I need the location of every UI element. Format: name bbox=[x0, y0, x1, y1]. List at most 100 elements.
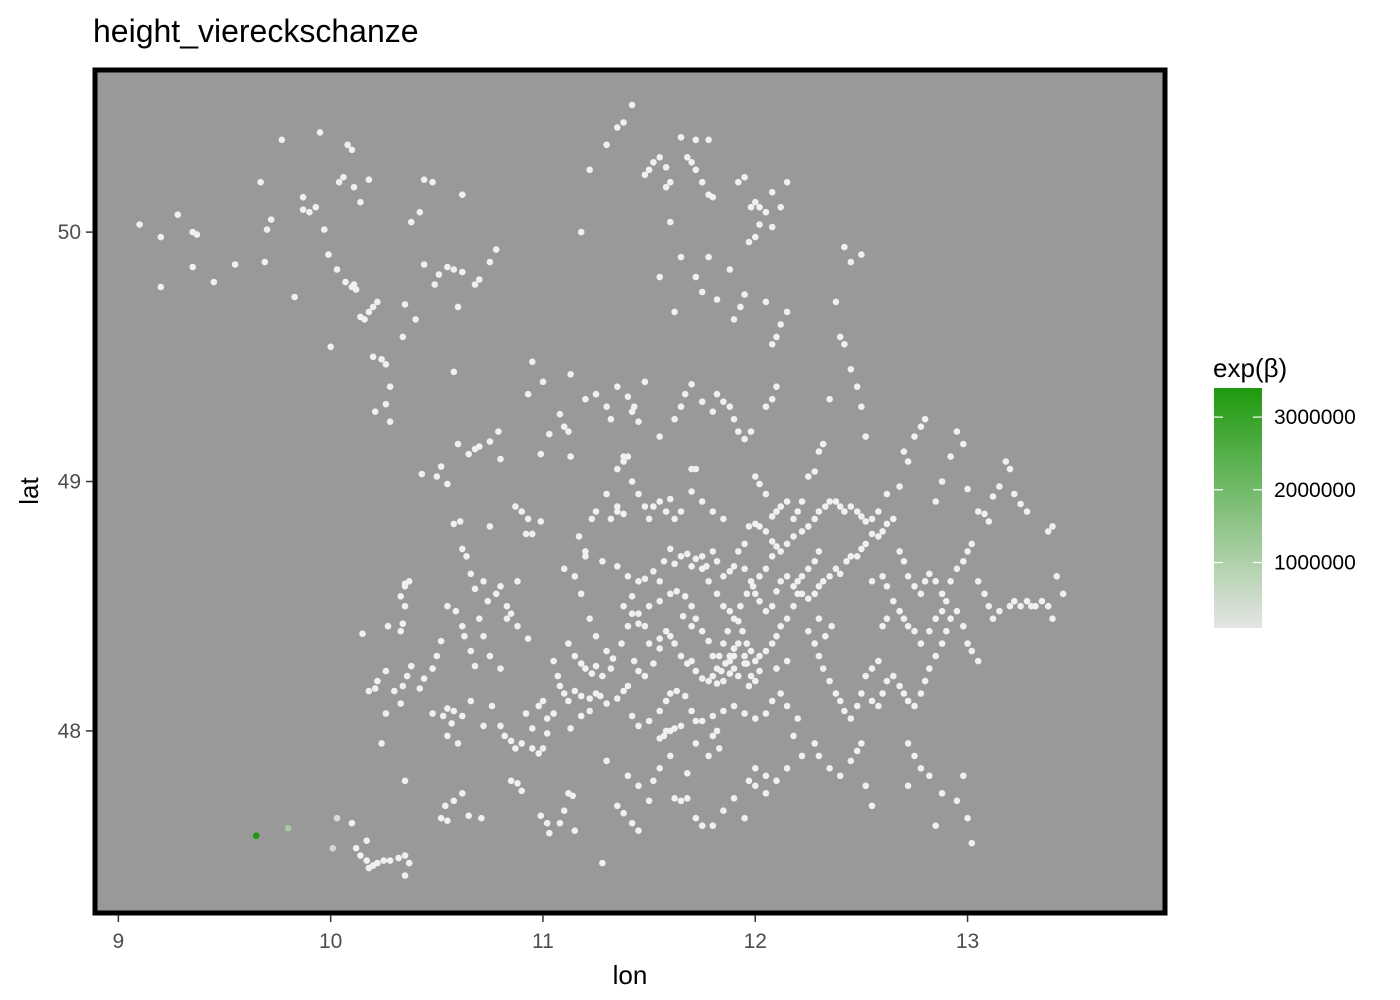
data-point bbox=[333, 814, 341, 822]
data-point bbox=[450, 520, 458, 528]
data-point bbox=[862, 518, 869, 525]
data-point bbox=[932, 498, 939, 505]
data-point bbox=[635, 578, 642, 585]
x-axis: 9 10 11 12 13 bbox=[113, 915, 979, 953]
data-point bbox=[429, 178, 436, 186]
data-point bbox=[614, 383, 621, 391]
data-point bbox=[715, 745, 723, 752]
data-point bbox=[656, 645, 663, 652]
data-point bbox=[868, 578, 876, 585]
data-point bbox=[974, 578, 982, 585]
data-point bbox=[762, 647, 770, 655]
data-point bbox=[805, 627, 812, 635]
data-point bbox=[896, 483, 903, 490]
data-point bbox=[671, 725, 678, 732]
data-point bbox=[667, 218, 674, 226]
data-point bbox=[752, 233, 759, 241]
data-point bbox=[252, 832, 260, 839]
data-point bbox=[917, 590, 925, 598]
data-point bbox=[911, 583, 918, 590]
data-point bbox=[492, 246, 500, 253]
data-point bbox=[660, 558, 668, 565]
data-point bbox=[720, 573, 727, 580]
data-point bbox=[688, 707, 695, 715]
data-point bbox=[883, 615, 891, 622]
data-point bbox=[900, 690, 908, 697]
data-point bbox=[1044, 602, 1052, 610]
data-point bbox=[828, 622, 835, 630]
data-point bbox=[671, 415, 678, 423]
data-point bbox=[688, 602, 695, 610]
data-point bbox=[624, 393, 632, 401]
data-point bbox=[735, 640, 742, 647]
data-point bbox=[577, 712, 585, 720]
data-point bbox=[853, 702, 861, 710]
data-point bbox=[650, 503, 657, 510]
data-point bbox=[486, 438, 494, 445]
data-point bbox=[403, 672, 411, 680]
data-point bbox=[401, 602, 409, 610]
data-point bbox=[735, 178, 742, 186]
data-point bbox=[635, 620, 642, 627]
data-point bbox=[635, 667, 642, 675]
data-point bbox=[671, 308, 678, 316]
data-point bbox=[554, 672, 562, 680]
data-point bbox=[365, 308, 373, 316]
data-point bbox=[571, 573, 579, 580]
data-point bbox=[752, 765, 759, 772]
data-point bbox=[524, 390, 532, 398]
data-point bbox=[692, 465, 700, 473]
data-point bbox=[316, 129, 324, 136]
x-axis-title: lon bbox=[613, 960, 648, 990]
data-point bbox=[620, 119, 627, 126]
data-point bbox=[635, 827, 642, 834]
data-point bbox=[603, 700, 610, 707]
y-tick-label: 49 bbox=[58, 471, 81, 494]
data-point bbox=[688, 159, 695, 166]
data-point bbox=[768, 513, 776, 520]
data-point bbox=[762, 607, 770, 615]
data-point bbox=[378, 740, 385, 747]
data-point bbox=[565, 428, 572, 435]
data-point bbox=[565, 697, 572, 705]
data-point bbox=[444, 817, 451, 824]
data-point bbox=[401, 301, 409, 308]
data-point bbox=[459, 712, 466, 720]
data-point bbox=[444, 705, 451, 712]
data-point bbox=[726, 403, 734, 411]
data-point bbox=[783, 178, 791, 186]
data-point bbox=[752, 473, 759, 480]
data-point bbox=[741, 435, 748, 443]
data-point bbox=[752, 198, 759, 206]
data-point bbox=[560, 690, 568, 697]
data-point bbox=[620, 602, 627, 610]
data-point bbox=[371, 685, 379, 692]
data-point bbox=[667, 590, 674, 598]
data-point bbox=[363, 857, 371, 864]
data-point bbox=[1053, 573, 1060, 580]
data-point bbox=[603, 647, 610, 655]
data-point bbox=[1023, 508, 1031, 515]
data-point bbox=[350, 183, 358, 191]
data-point bbox=[720, 677, 727, 685]
data-point bbox=[752, 715, 759, 722]
y-axis: 48 49 50 bbox=[58, 221, 93, 743]
data-point bbox=[437, 814, 445, 822]
data-point bbox=[603, 757, 610, 765]
data-point bbox=[645, 515, 653, 523]
data-point bbox=[896, 548, 903, 555]
data-point bbox=[677, 403, 685, 411]
data-point bbox=[938, 478, 946, 485]
data-point bbox=[384, 622, 392, 630]
data-point bbox=[862, 540, 869, 548]
data-point bbox=[529, 745, 536, 752]
data-point bbox=[811, 640, 818, 647]
data-point bbox=[444, 480, 451, 488]
data-point bbox=[586, 707, 593, 715]
data-point bbox=[369, 303, 377, 311]
data-point bbox=[921, 415, 929, 423]
data-point bbox=[862, 782, 869, 790]
data-point bbox=[743, 660, 751, 667]
data-point bbox=[582, 553, 589, 560]
data-point bbox=[768, 640, 776, 647]
